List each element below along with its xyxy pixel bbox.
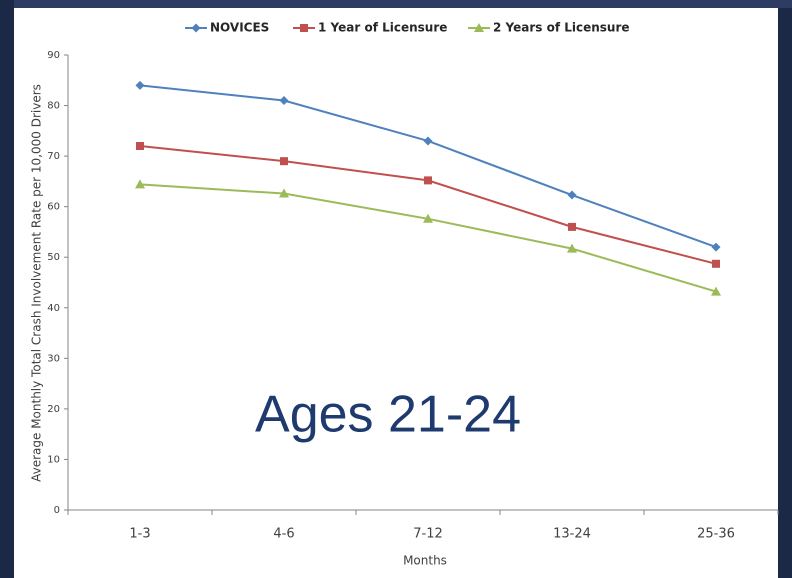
y-tick-label: 50 — [47, 252, 60, 263]
marker — [568, 222, 576, 231]
chart-title: Ages 21-24 — [255, 386, 521, 444]
x-tick-label: 13-24 — [553, 527, 591, 542]
y-tick-label: 20 — [47, 404, 60, 415]
y-tick-label: 90 — [47, 50, 60, 61]
marker — [423, 136, 433, 146]
y-axis-label: Average Monthly Total Crash Involvement … — [30, 84, 44, 482]
marker — [135, 179, 145, 189]
y-tick-label: 60 — [47, 202, 60, 213]
marker — [423, 213, 433, 223]
legend-marker — [474, 23, 484, 32]
y-tick-label: 10 — [47, 454, 60, 465]
marker — [567, 190, 577, 200]
x-tick-label: 1-3 — [129, 527, 150, 542]
marker — [567, 243, 577, 253]
x-tick-label: 25-36 — [697, 527, 735, 542]
x-axis-label: Months — [403, 554, 447, 568]
y-tick-label: 40 — [47, 303, 60, 314]
marker — [711, 286, 721, 296]
marker — [136, 142, 144, 150]
legend-label: 1 Year of Licensure — [318, 21, 447, 35]
x-tick-label: 7-12 — [413, 527, 443, 542]
chart-background — [14, 8, 778, 578]
y-tick-label: 0 — [54, 505, 60, 516]
y-tick-label: 80 — [47, 101, 60, 112]
top-band — [0, 0, 792, 8]
marker — [712, 259, 720, 268]
legend-label: NOVICES — [210, 21, 269, 35]
legend-label: 2 Years of Licensure — [493, 21, 630, 35]
x-tick-label: 4-6 — [273, 527, 294, 542]
left-band — [0, 0, 14, 578]
marker — [279, 188, 289, 198]
y-tick-label: 30 — [47, 353, 60, 364]
marker — [424, 176, 432, 185]
marker — [280, 157, 288, 166]
marker — [135, 80, 145, 90]
legend-marker — [300, 24, 308, 32]
y-tick-label: 70 — [47, 151, 60, 162]
marker — [711, 242, 721, 252]
legend-marker — [191, 23, 201, 33]
marker — [279, 96, 289, 105]
